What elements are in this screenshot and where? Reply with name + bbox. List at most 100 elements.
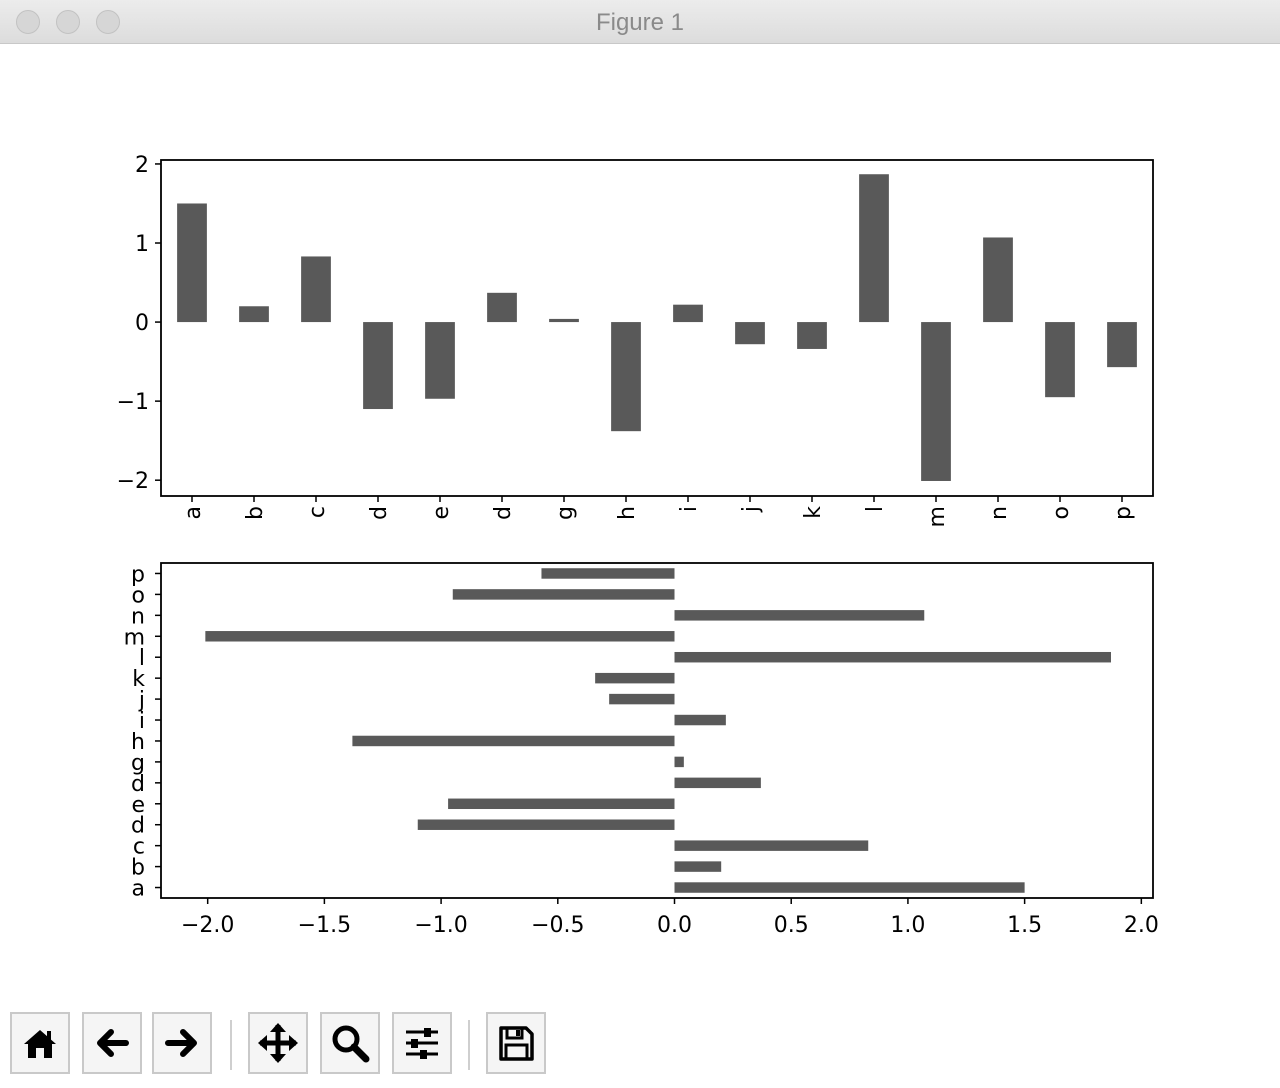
zoom-window-button[interactable] bbox=[96, 10, 120, 34]
bar bbox=[674, 651, 1111, 663]
y-tick-label: i bbox=[139, 709, 145, 734]
pan-button[interactable] bbox=[248, 1012, 308, 1074]
save-button[interactable] bbox=[486, 1012, 546, 1074]
bar bbox=[487, 292, 517, 323]
bar bbox=[301, 256, 331, 323]
x-tick-label: d bbox=[491, 506, 516, 520]
bar bbox=[674, 861, 722, 872]
bar bbox=[541, 568, 675, 579]
x-tick-label: 1.5 bbox=[1007, 913, 1042, 938]
bar bbox=[674, 840, 869, 851]
bar bbox=[674, 756, 684, 768]
x-tick-label: d bbox=[367, 506, 392, 520]
bar bbox=[448, 798, 675, 810]
x-tick-label: i bbox=[677, 506, 702, 512]
x-tick-label: 0.0 bbox=[657, 913, 692, 938]
y-tick-label: p bbox=[131, 562, 145, 587]
x-tick-label: 0.5 bbox=[774, 913, 809, 938]
close-window-button[interactable] bbox=[16, 10, 40, 34]
bar bbox=[425, 322, 455, 399]
configure-subplots-button[interactable] bbox=[392, 1012, 452, 1074]
y-tick-label: k bbox=[132, 667, 145, 692]
y-tick-label: −2 bbox=[117, 469, 149, 494]
y-tick-label: b bbox=[131, 856, 145, 881]
bar bbox=[674, 777, 761, 789]
bar bbox=[452, 589, 675, 600]
forward-button[interactable] bbox=[152, 1012, 212, 1074]
zoom-button[interactable] bbox=[320, 1012, 380, 1074]
x-tick-label: p bbox=[1111, 506, 1136, 520]
bar bbox=[177, 203, 207, 323]
y-tick-label: d bbox=[131, 772, 145, 797]
bar bbox=[674, 714, 726, 726]
arrow-right-icon bbox=[165, 1029, 197, 1057]
axes-frame bbox=[160, 159, 1154, 497]
x-tick-label: l bbox=[863, 506, 888, 512]
x-tick-label: b bbox=[243, 506, 268, 520]
y-tick-label: e bbox=[131, 793, 145, 818]
x-tick-label: h bbox=[615, 506, 640, 520]
y-tick-label: g bbox=[131, 751, 145, 776]
bar bbox=[674, 882, 1025, 893]
bar bbox=[1045, 322, 1075, 398]
x-tick-label: o bbox=[1049, 506, 1074, 519]
x-tick-label: c bbox=[305, 506, 330, 518]
x-tick-label: m bbox=[925, 506, 950, 527]
y-tick-label: 0 bbox=[135, 311, 149, 336]
y-tick-label: 1 bbox=[135, 232, 149, 257]
y-tick-label: a bbox=[132, 877, 145, 902]
floppy-disk-icon bbox=[499, 1026, 534, 1061]
home-icon bbox=[24, 1030, 56, 1058]
home-button[interactable] bbox=[10, 1012, 70, 1074]
bar bbox=[352, 735, 675, 747]
x-tick-label: −2.0 bbox=[181, 913, 234, 938]
bar bbox=[239, 306, 269, 323]
title-bar: Figure 1 bbox=[0, 0, 1280, 44]
plot-area bbox=[161, 160, 1153, 496]
x-tick-label: 2.0 bbox=[1124, 913, 1159, 938]
bar bbox=[595, 672, 675, 684]
minimize-window-button[interactable] bbox=[56, 10, 80, 34]
y-tick-label: o bbox=[132, 583, 145, 608]
y-tick-label: l bbox=[139, 646, 145, 671]
bar bbox=[363, 322, 393, 410]
bar bbox=[205, 631, 675, 642]
bar bbox=[609, 693, 675, 705]
y-tick-label: d bbox=[131, 814, 145, 839]
y-tick-label: j bbox=[138, 688, 145, 713]
bar bbox=[611, 322, 641, 432]
x-tick-label: j bbox=[739, 506, 764, 513]
arrow-left-icon bbox=[97, 1029, 129, 1057]
x-tick-label: −0.5 bbox=[531, 913, 584, 938]
bar bbox=[735, 322, 765, 345]
vertical-bar-chart: a b c d e d g h i j k l m n o p −2 −1 0 1 2 bbox=[117, 153, 1154, 527]
x-tick-label: a bbox=[181, 506, 206, 519]
axes-frame bbox=[160, 562, 1154, 899]
bar bbox=[417, 819, 675, 830]
bar bbox=[673, 304, 703, 323]
y-tick-label: h bbox=[131, 730, 145, 755]
x-tick-label: g bbox=[553, 506, 578, 520]
bar bbox=[1107, 322, 1137, 368]
x-tick-label: k bbox=[801, 506, 826, 519]
magnifier-icon bbox=[332, 1025, 370, 1063]
back-button[interactable] bbox=[82, 1012, 142, 1074]
plot-area bbox=[161, 563, 1153, 898]
toolbar-separator bbox=[468, 1020, 470, 1070]
x-tick-label: n bbox=[987, 506, 1012, 520]
x-tick-label: e bbox=[429, 506, 454, 520]
y-tick-label: c bbox=[133, 835, 145, 860]
bar bbox=[859, 174, 889, 323]
move-icon bbox=[258, 1023, 298, 1063]
y-tick-label: −1 bbox=[117, 390, 149, 415]
bar bbox=[983, 237, 1013, 323]
bar bbox=[674, 610, 925, 621]
toolbar-separator bbox=[230, 1020, 232, 1070]
navigation-toolbar bbox=[0, 1008, 1280, 1088]
bar bbox=[549, 318, 579, 323]
y-tick-label: n bbox=[131, 604, 145, 629]
bar bbox=[797, 322, 827, 349]
y-tick-label: 2 bbox=[135, 153, 149, 178]
